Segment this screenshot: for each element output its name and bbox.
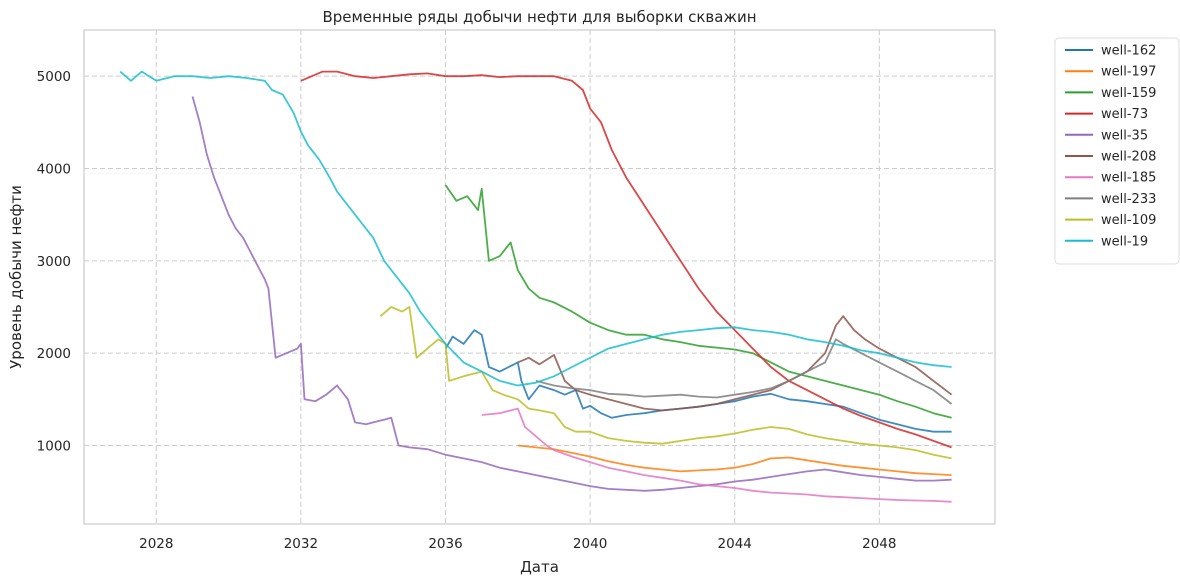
series-line-well-233 — [535, 338, 953, 405]
series-line-well-208 — [517, 315, 953, 412]
series-line-well-19 — [119, 70, 952, 387]
plot-area-frame — [83, 29, 996, 525]
y-tick-label: 3000 — [37, 254, 71, 270]
legend-box — [1054, 37, 1180, 265]
x-tick-label: 2040 — [573, 536, 607, 552]
series-line-well-109 — [379, 306, 952, 460]
series-layer — [119, 70, 953, 503]
x-axis-label: Дата — [520, 558, 559, 576]
y-axis-label: Уровень добычи нефти — [7, 185, 25, 369]
legend: well-162 well-197 well-159 well-73 well-35 we… — [1054, 37, 1180, 265]
y-tick-label: 1000 — [37, 439, 71, 455]
y-tick-label: 2000 — [37, 346, 71, 362]
x-tick-label: 2032 — [284, 536, 318, 552]
y-tick-label: 5000 — [37, 69, 71, 85]
x-tick-label: 2028 — [139, 536, 173, 552]
x-tick-label: 2044 — [718, 536, 752, 552]
legend-label: well-208 — [1101, 150, 1156, 165]
legend-label: well-233 — [1101, 192, 1156, 207]
series-line-well-197 — [517, 444, 952, 476]
x-tick-label: 2048 — [862, 536, 896, 552]
legend-label: well-162 — [1101, 44, 1156, 59]
series-line-well-73 — [300, 70, 952, 449]
legend-label: well-185 — [1101, 171, 1156, 186]
legend-label: well-19 — [1101, 234, 1148, 249]
chart-title: Временные ряды добычи нефти для выборки … — [322, 8, 756, 26]
legend-label: well-159 — [1101, 86, 1156, 101]
series-line-well-185 — [481, 407, 952, 503]
legend-label: well-35 — [1101, 128, 1148, 143]
series-line-well-35 — [191, 96, 952, 492]
legend-label: well-73 — [1101, 107, 1148, 122]
legend-label: well-109 — [1101, 213, 1156, 228]
tick-labels: 2028 2032 2036 2040 2044 2048 1000 2000 3000 4000… — [37, 69, 897, 552]
y-tick-label: 4000 — [37, 162, 71, 178]
legend-label: well-197 — [1101, 65, 1156, 80]
grid-lines — [84, 30, 995, 524]
x-tick-label: 2036 — [428, 536, 462, 552]
